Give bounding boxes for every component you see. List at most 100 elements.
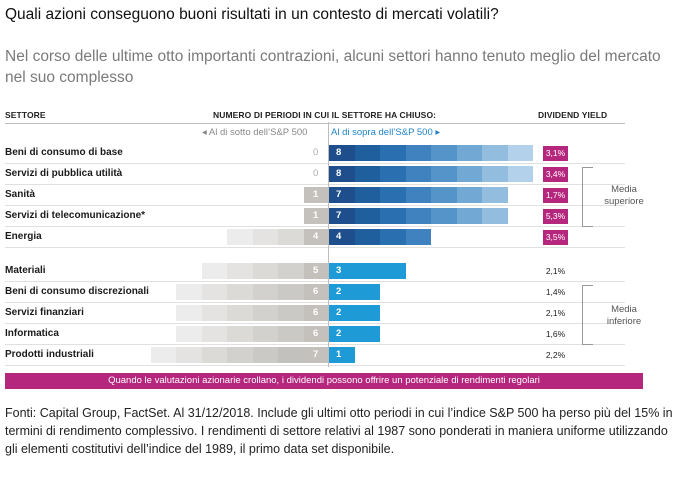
above-bar-segment — [329, 263, 355, 279]
below-count-label: 6 — [313, 286, 319, 297]
above-bar-segment — [431, 145, 457, 161]
above-bar-segment — [482, 166, 508, 182]
row-divider — [5, 281, 625, 282]
above-bar-segment — [380, 208, 406, 224]
sector-label: Servizi finanziari — [5, 307, 84, 318]
above-count-label: 2 — [336, 307, 342, 318]
below-bar-segment — [278, 305, 304, 321]
above-bar-segment — [380, 187, 406, 203]
above-bar-segment — [431, 166, 457, 182]
below-bar-segment — [278, 347, 304, 363]
above-bar-segment — [329, 326, 355, 342]
below-bar-segment — [303, 284, 329, 300]
below-bar-segment — [303, 326, 329, 342]
above-bar-segment — [354, 145, 380, 161]
source-footnote: Fonti: Capital Group, FactSet. Al 31/12/… — [5, 406, 673, 456]
sector-column-header: SETTORE — [5, 110, 46, 120]
chart-subtitle: Nel corso delle ultime otto importanti c… — [5, 48, 661, 86]
below-bar-segment — [227, 347, 253, 363]
below-bar-segment — [303, 263, 329, 279]
row-divider — [5, 323, 625, 324]
dividend-yield-value: 1,6% — [545, 329, 566, 339]
below-bar-segment — [252, 347, 278, 363]
below-count-label: 6 — [313, 328, 319, 339]
above-bar-segment — [456, 208, 482, 224]
dividend-yield-value: 2,2% — [545, 350, 566, 360]
above-bar-segment — [456, 145, 482, 161]
row-divider — [5, 302, 625, 303]
below-bar-segment — [303, 187, 329, 203]
above-bar-segment — [380, 166, 406, 182]
above-bar-segment — [405, 166, 431, 182]
dividend-banner: Quando le valutazioni azionarie crollano… — [5, 373, 643, 389]
below-bar-segment — [252, 284, 278, 300]
dividend-yield-value: 1,4% — [545, 287, 566, 297]
below-bar-segment — [278, 229, 304, 245]
header-divider — [5, 123, 625, 124]
above-bar-segment — [482, 145, 508, 161]
below-bar-segment — [303, 305, 329, 321]
below-bar-segment — [176, 284, 202, 300]
above-bar-segment — [329, 347, 355, 363]
below-count-label: 4 — [313, 231, 319, 242]
above-count-label: 2 — [336, 328, 342, 339]
above-count-label: 8 — [336, 147, 342, 158]
above-count-label: 4 — [336, 231, 342, 242]
below-bar-segment — [278, 263, 304, 279]
below-bar-segment — [278, 284, 304, 300]
above-count-label: 8 — [336, 168, 342, 179]
above-sp500-subheader: Al di sopra dell’S&P 500 ▸ — [331, 127, 441, 138]
above-bar-segment — [456, 166, 482, 182]
above-bar-segment — [431, 187, 457, 203]
below-count-label: 5 — [313, 265, 319, 276]
dividend-yield-value: 3,5% — [543, 230, 568, 245]
sector-label: Beni di consumo di base — [5, 147, 123, 158]
above-bar-segment — [507, 145, 533, 161]
below-bar-segment — [176, 305, 202, 321]
below-bar-segment — [201, 284, 227, 300]
zero-axis-line — [328, 122, 329, 367]
below-bar-segment — [303, 229, 329, 245]
below-bar-segment — [201, 347, 227, 363]
below-bar-segment — [201, 305, 227, 321]
upper-group-bracket — [582, 167, 593, 227]
dividend-column-header: DIVIDEND YIELD — [538, 110, 608, 120]
above-bar-segment — [431, 208, 457, 224]
below-bar-segment — [227, 305, 253, 321]
above-bar-segment — [354, 166, 380, 182]
above-bar-segment — [329, 305, 355, 321]
sector-label: Servizi di pubblica utilità — [5, 168, 123, 179]
row-divider — [5, 226, 625, 227]
above-bar-segment — [354, 187, 380, 203]
above-bar-segment — [507, 166, 533, 182]
above-bar-segment — [329, 284, 355, 300]
below-count-label: 6 — [313, 307, 319, 318]
row-divider — [5, 247, 625, 248]
above-count-label: 7 — [336, 189, 342, 200]
below-bar-segment — [303, 208, 329, 224]
below-bar-segment — [227, 263, 253, 279]
above-count-label: 3 — [336, 265, 342, 276]
sector-label: Beni di consumo discrezionali — [5, 286, 149, 297]
above-bar-segment — [329, 229, 355, 245]
above-bar-segment — [482, 208, 508, 224]
dividend-yield-value: 2,1% — [545, 266, 566, 276]
lower-group-label: Media inferiore — [606, 304, 642, 327]
above-bar-segment — [329, 187, 355, 203]
below-bar-segment — [252, 305, 278, 321]
above-count-label: 7 — [336, 210, 342, 221]
above-count-label: 1 — [336, 349, 342, 360]
below-count-label: 1 — [313, 189, 319, 200]
above-bar-segment — [456, 187, 482, 203]
row-divider — [5, 365, 625, 366]
below-bar-segment — [176, 347, 202, 363]
sector-label: Informatica — [5, 328, 59, 339]
row-divider — [5, 184, 625, 185]
above-bar-segment — [405, 145, 431, 161]
above-bar-segment — [329, 145, 355, 161]
row-divider — [5, 163, 625, 164]
sector-label: Materiali — [5, 265, 46, 276]
below-bar-segment — [176, 326, 202, 342]
below-bar-segment — [227, 326, 253, 342]
below-bar-segment — [278, 326, 304, 342]
